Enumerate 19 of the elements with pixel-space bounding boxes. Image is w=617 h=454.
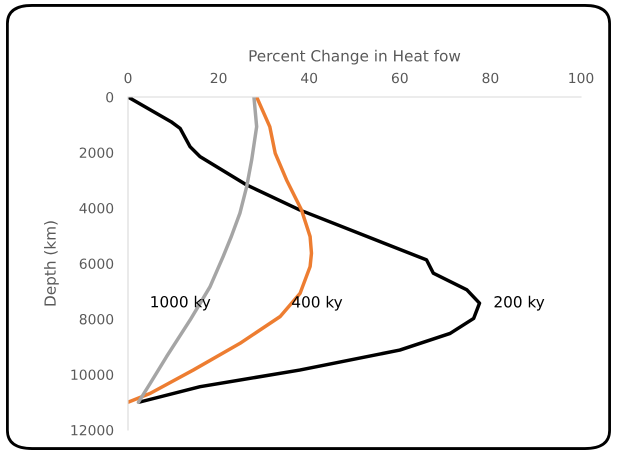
y-tick-label: 2000	[80, 147, 114, 158]
y-tick-label: 8000	[80, 314, 114, 324]
y-tick-label: 0	[106, 92, 114, 102]
x-tick-label: 20	[210, 72, 227, 84]
x-tick-label: 80	[482, 72, 498, 84]
series-label: 1000 ky	[151, 296, 210, 310]
series-label: 200 ky	[494, 296, 544, 311]
x-tick-label: 40	[301, 72, 318, 84]
y-axis-title: Depth (km)	[44, 221, 59, 306]
x-tick-label: 0	[124, 72, 132, 84]
y-tick-label: 12000	[71, 424, 114, 436]
y-tick-label: 10000	[71, 369, 114, 380]
line-series	[136, 97, 258, 404]
x-tick-label: 100	[569, 72, 594, 84]
y-tick-label: 4000	[79, 202, 114, 214]
line-series	[128, 97, 482, 404]
x-tick-label: 60	[392, 72, 408, 84]
x-axis-title: Percent Change in Heat fow	[250, 50, 460, 65]
y-tick-label: 6000	[80, 258, 114, 269]
